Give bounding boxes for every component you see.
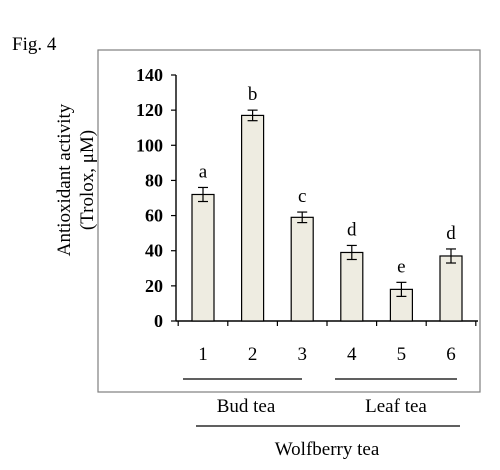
x-tick-label: 2 — [248, 344, 258, 365]
x-tick-label: 1 — [198, 344, 208, 365]
group-label-leaf-tea: Leaf tea — [365, 396, 427, 417]
significance-letter: d — [347, 219, 357, 240]
bar — [241, 114, 265, 322]
supergroup-label: Wolfberry tea — [275, 439, 380, 460]
y-tick-label: 0 — [154, 311, 163, 331]
significance-letter: b — [248, 84, 258, 105]
y-tick-label: 140 — [136, 65, 163, 85]
axes — [175, 75, 478, 326]
bar — [290, 216, 314, 322]
x-tick-label: 6 — [446, 344, 456, 365]
y-tick-label: 80 — [145, 170, 163, 190]
significance-letter: c — [298, 186, 306, 207]
y-tick-label: 20 — [145, 276, 163, 296]
y-ticks: 0 20 40 60 80 100 120 140 — [136, 65, 176, 331]
significance-letter: e — [397, 256, 405, 277]
bar — [340, 251, 364, 322]
x-tick-labels: 1 2 3 4 5 6 — [198, 344, 456, 365]
x-tick-label: 3 — [297, 344, 307, 365]
bar — [191, 193, 215, 322]
bars: a b c d e d — [191, 84, 463, 322]
group-label-bud-tea: Bud tea — [217, 396, 276, 417]
y-tick-label: 100 — [136, 135, 163, 155]
significance-letter: d — [446, 223, 456, 244]
y-axis-title-line-1: Antioxidant activity — [54, 103, 75, 256]
x-tick-label: 5 — [397, 344, 407, 365]
figure-label: Fig. 4 — [12, 34, 57, 55]
y-tick-label: 120 — [136, 100, 163, 120]
y-tick-label: 60 — [145, 206, 163, 226]
bar — [439, 255, 463, 322]
x-tick-label: 4 — [347, 344, 357, 365]
y-tick-label: 40 — [145, 241, 163, 261]
group-brackets: Bud tea Leaf tea Wolfberry tea — [183, 378, 460, 460]
y-axis-title-line-2: (Trolox, μM) — [77, 130, 98, 230]
chart-frame — [97, 49, 481, 393]
y-axis-title: Antioxidant activity (Trolox, μM) — [54, 103, 98, 256]
significance-letter: a — [199, 161, 208, 182]
